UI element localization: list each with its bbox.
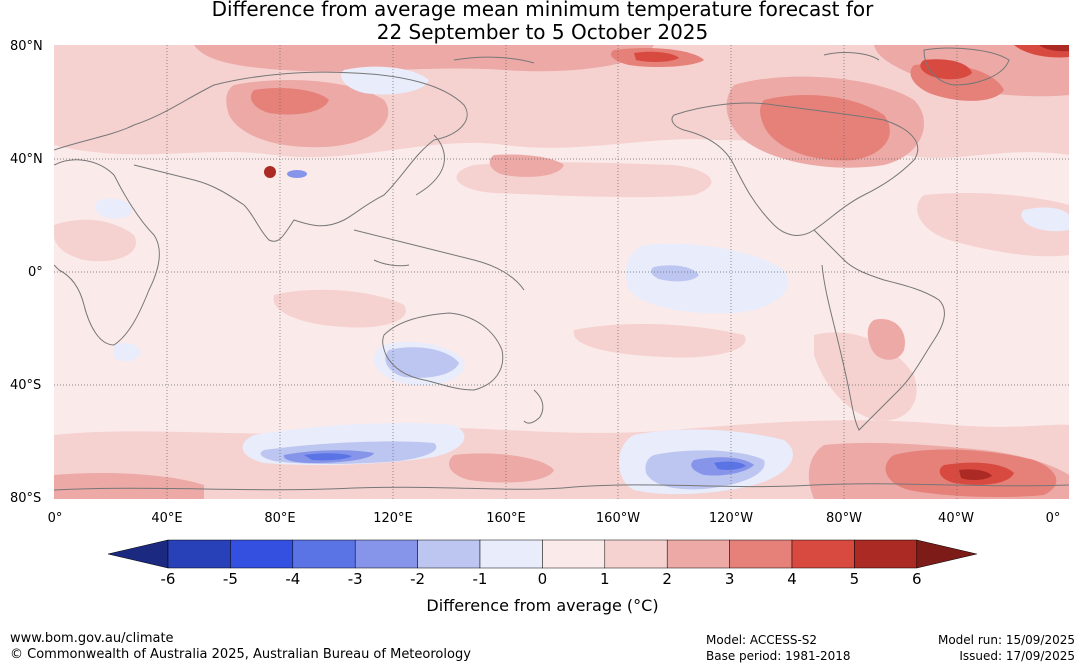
lat-label-40N: 40°N bbox=[10, 152, 43, 167]
colorbar-cell bbox=[292, 539, 356, 569]
forecast-map bbox=[54, 45, 1069, 499]
lon-label-40E: 40°E bbox=[151, 511, 183, 526]
colorbar-tick-label: -1 bbox=[472, 570, 488, 588]
colorbar-tick-label: -6 bbox=[160, 570, 176, 588]
anomaly-5-6 bbox=[264, 45, 1069, 481]
colorbar-cell bbox=[854, 539, 918, 569]
colorbar-tick-label: 2 bbox=[662, 570, 672, 588]
colorbar-extend-high bbox=[916, 539, 977, 569]
lon-label-120E: 120°E bbox=[373, 511, 413, 526]
colorbar-cell bbox=[354, 539, 418, 569]
lon-label-0-left: 0° bbox=[47, 511, 63, 526]
colorbar-tick-label: 1 bbox=[600, 570, 610, 588]
footer-model-run: Model run: 15/09/2025 bbox=[937, 633, 1075, 647]
footer-model: Model: ACCESS-S2 bbox=[706, 633, 818, 647]
colorbar-tick-label: -5 bbox=[222, 570, 238, 588]
colorbar-cell bbox=[167, 539, 231, 569]
colorbar bbox=[108, 539, 977, 569]
lon-label-80W: 80°W bbox=[826, 511, 862, 526]
lon-label-80E: 80°E bbox=[264, 511, 296, 526]
colorbar-extend-low bbox=[108, 539, 169, 569]
colorbar-cell bbox=[230, 539, 294, 569]
lat-label-equator: 0° bbox=[28, 265, 43, 280]
lat-label-80S: 80°S bbox=[10, 491, 42, 506]
colorbar-tick-label: 5 bbox=[849, 570, 860, 588]
colorbar-title: Difference from average (°C) bbox=[426, 596, 659, 615]
map-title-line1: Difference from average mean minimum tem… bbox=[211, 0, 874, 21]
lon-label-160W: 160°W bbox=[595, 511, 641, 526]
lat-label-80N: 80°N bbox=[10, 39, 43, 54]
lon-label-40W: 40°W bbox=[938, 511, 974, 526]
lat-label-40S: 40°S bbox=[10, 378, 42, 393]
colorbar-cell bbox=[604, 539, 668, 569]
colorbar-tick-label: 0 bbox=[537, 570, 548, 588]
footer-base-period: Base period: 1981-2018 bbox=[706, 649, 851, 663]
anomaly-neg-3-4 bbox=[304, 453, 746, 470]
colorbar-cells bbox=[108, 539, 977, 569]
footer-website[interactable]: www.bom.gov.au/climate bbox=[10, 631, 174, 646]
colorbar-cell bbox=[729, 539, 793, 569]
lon-label-0-right: 0° bbox=[1045, 511, 1061, 526]
colorbar-cell bbox=[417, 539, 481, 569]
lon-label-160E: 160°E bbox=[486, 511, 526, 526]
colorbar-cell bbox=[542, 539, 606, 569]
graticule bbox=[54, 45, 1069, 499]
colorbar-cell bbox=[791, 539, 855, 569]
colorbar-tick-label: -4 bbox=[285, 570, 301, 588]
forecast-map-svg bbox=[54, 45, 1069, 499]
colorbar-tick-label: 6 bbox=[912, 570, 922, 588]
colorbar-tick-label: -3 bbox=[347, 570, 363, 588]
colorbar-cell bbox=[479, 539, 543, 569]
coastlines bbox=[54, 47, 1069, 491]
footer-copyright: © Commonwealth of Australia 2025, Austra… bbox=[10, 647, 471, 662]
lon-label-120W: 120°W bbox=[708, 511, 754, 526]
colorbar-cell bbox=[666, 539, 730, 569]
footer-issued: Issued: 17/09/2025 bbox=[959, 649, 1075, 663]
colorbar-tick-label: 4 bbox=[787, 570, 797, 588]
colorbar-tick-label: -2 bbox=[410, 570, 426, 588]
map-title-line2: 22 September to 5 October 2025 bbox=[376, 20, 709, 44]
colorbar-tick-label: 3 bbox=[724, 570, 735, 588]
